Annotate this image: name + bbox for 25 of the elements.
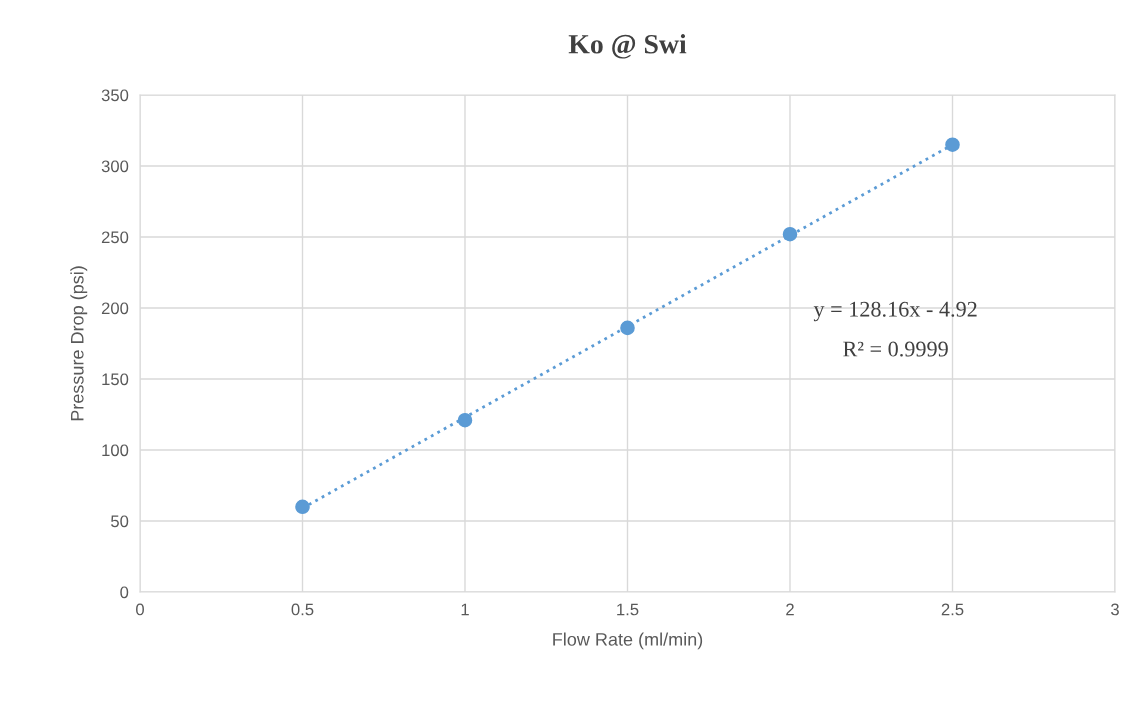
y-tick-label: 150 bbox=[102, 373, 129, 386]
y-tick-label: 350 bbox=[101, 89, 129, 102]
y-tick-label: 250 bbox=[101, 231, 129, 244]
x-tick-label: 1.5 bbox=[617, 603, 639, 616]
y-tick-label: 0 bbox=[120, 586, 129, 599]
x-tick-label: 1 bbox=[461, 603, 469, 616]
x-tick-label: 2.5 bbox=[941, 603, 964, 616]
annotation: R² = 0.9999 bbox=[843, 341, 948, 357]
point bbox=[782, 226, 798, 242]
y-tick-label: 200 bbox=[101, 302, 129, 315]
point bbox=[620, 320, 635, 336]
point bbox=[945, 137, 960, 152]
annotation: y = 128.16x - 4.92 bbox=[813, 301, 977, 322]
x-tick-label: 0 bbox=[136, 603, 144, 616]
y-tick-label: 300 bbox=[101, 160, 129, 173]
x-axis-title: Flow Rate (ml/min) bbox=[553, 632, 703, 650]
x-tick-label: 2 bbox=[786, 603, 794, 616]
y-tick-label: 100 bbox=[102, 444, 129, 457]
x-tick-label: 3 bbox=[1111, 603, 1119, 616]
chart-title: Ko @ Swi bbox=[568, 34, 687, 59]
point bbox=[295, 499, 310, 515]
y-axis-title: Pressure Drop (psi) bbox=[70, 266, 88, 421]
x-tick-label: 0.5 bbox=[291, 603, 314, 616]
y-tick-label: 50 bbox=[111, 515, 129, 528]
point bbox=[457, 412, 473, 428]
